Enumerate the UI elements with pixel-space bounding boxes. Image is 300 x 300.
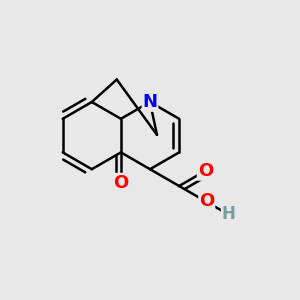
Text: H: H bbox=[222, 205, 236, 223]
Text: N: N bbox=[142, 93, 158, 111]
Text: O: O bbox=[113, 174, 128, 192]
Text: O: O bbox=[198, 162, 213, 180]
Text: O: O bbox=[199, 192, 214, 210]
